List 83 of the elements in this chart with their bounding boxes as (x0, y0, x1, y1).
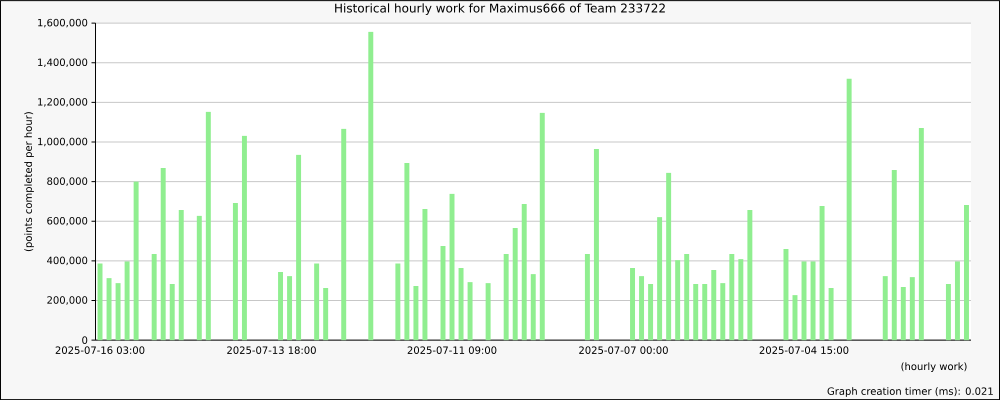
bar (206, 112, 211, 340)
bar (810, 261, 816, 340)
bar (160, 168, 166, 340)
bar (196, 216, 202, 340)
bar (820, 206, 825, 340)
bar (242, 136, 247, 340)
bar (630, 268, 636, 340)
bar (666, 172, 672, 340)
bar (413, 286, 418, 340)
bar (540, 112, 545, 340)
x-tick-label: 2025-07-04 15:00 (760, 346, 848, 354)
bar (530, 274, 536, 340)
bar (738, 259, 744, 340)
y-axis-title: (points completed per hour) (24, 112, 34, 252)
bar (657, 217, 662, 340)
bar (314, 263, 320, 340)
bar (964, 204, 969, 340)
bar (368, 32, 374, 340)
bar (232, 202, 238, 340)
bar (711, 270, 716, 340)
bar (946, 284, 951, 340)
bar (639, 276, 644, 340)
bar (693, 284, 698, 340)
bar (341, 128, 346, 340)
bar (124, 261, 130, 340)
y-tick-label: 800,000 (47, 177, 88, 186)
y-tick-label: 200,000 (47, 296, 88, 305)
x-tick-label: 2025-07-11 09:00 (408, 346, 496, 354)
bar (918, 128, 924, 340)
bar (783, 248, 788, 340)
bar (152, 254, 157, 340)
y-tick-label: 1,400,000 (38, 58, 88, 67)
y-tick-label: 1,000,000 (38, 138, 88, 146)
bar (675, 260, 680, 340)
bar (422, 208, 428, 340)
bar (170, 284, 175, 340)
bar (702, 284, 708, 340)
bar (684, 254, 690, 340)
bar (486, 283, 491, 340)
bar (323, 288, 328, 340)
y-tick-label: 400,000 (47, 256, 88, 266)
bar (900, 286, 906, 340)
y-tick-label: 1,600,000 (38, 18, 88, 28)
bar (106, 278, 112, 340)
bar (802, 261, 806, 340)
bar (882, 276, 888, 340)
bar (594, 148, 599, 340)
bar (178, 210, 184, 340)
bar (134, 182, 139, 340)
bar (504, 254, 509, 340)
bar (458, 268, 464, 340)
bar (892, 170, 897, 340)
bar (468, 282, 473, 340)
bar (720, 283, 726, 340)
bar (910, 277, 915, 340)
y-tick-label: 0 (82, 336, 88, 344)
bar (116, 283, 121, 340)
x-tick-label: 2025-07-16 03:00 (56, 346, 144, 354)
bar (729, 254, 734, 340)
y-tick-label: 1,200,000 (38, 98, 88, 107)
bar (747, 210, 752, 340)
bar (278, 272, 284, 340)
bar (287, 276, 292, 340)
bar (522, 204, 527, 340)
x-tick-label: 2025-07-13 18:00 (227, 346, 316, 354)
bar (512, 228, 518, 340)
bar (404, 162, 410, 340)
bar (846, 78, 852, 340)
y-tick-label: 600,000 (47, 216, 88, 226)
chart-title: Historical hourly work for Maximus666 of Team 233722 (335, 3, 665, 15)
x-tick-label: 2025-07-07 00:00 (579, 346, 668, 354)
bar (954, 261, 960, 340)
bar (98, 263, 103, 340)
text: Graph creation timer (ms): 0.021 (828, 387, 993, 397)
bar (296, 154, 302, 340)
bar (395, 263, 400, 340)
x-axis-title: (hourly work) (901, 362, 967, 372)
bar (450, 194, 454, 340)
bar (584, 254, 590, 340)
bar (648, 284, 654, 340)
bar (792, 295, 798, 340)
bar (440, 246, 446, 340)
bar (828, 288, 834, 340)
